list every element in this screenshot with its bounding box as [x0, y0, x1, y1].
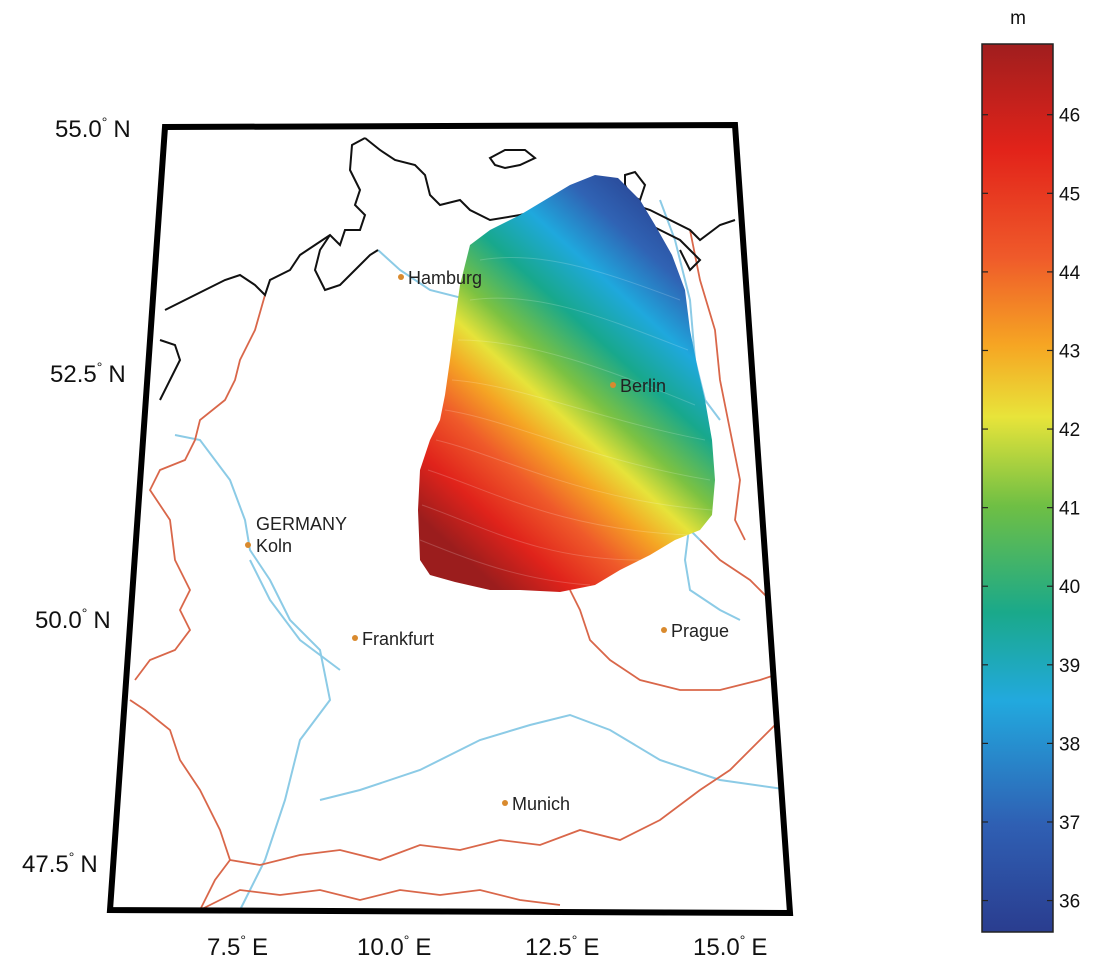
- city-hamburg-dot: [398, 274, 404, 280]
- coastline-north-sea: [164, 137, 367, 311]
- border-east-poland: [689, 229, 746, 541]
- island-fehmarn: [488, 149, 537, 170]
- city-prague-dot: [661, 627, 667, 633]
- colorbar-tick-label: 45: [1059, 184, 1080, 205]
- latitude-labels: 55.0° N 52.5° N 50.0° N 47.5° N: [22, 114, 131, 878]
- cities: Hamburg Berlin Koln Frankfurt Prague Mun…: [245, 268, 729, 814]
- coastline-baltic: [313, 234, 379, 292]
- city-hamburg-label: Hamburg: [408, 268, 482, 288]
- city-frankfurt[interactable]: Frankfurt: [352, 629, 434, 649]
- country-label-germany: GERMANY: [256, 514, 347, 534]
- river-vltava: [683, 519, 741, 621]
- borders: [129, 229, 790, 911]
- field-region: [418, 175, 715, 592]
- colorbar-tick-label: 39: [1059, 656, 1080, 677]
- border-east-czech: [569, 589, 790, 691]
- colorbar-border: [981, 43, 1054, 933]
- border-southwest: [129, 699, 232, 911]
- colorbar-fill: [982, 44, 1053, 932]
- field-overlay: [418, 175, 715, 592]
- colorbar-tick-label: 38: [1059, 734, 1080, 755]
- border-south: [229, 719, 781, 866]
- colorbar-tick-label: 43: [1059, 341, 1080, 362]
- city-munich[interactable]: Munich: [502, 794, 570, 814]
- lon-label-10: 10.0° E: [357, 932, 431, 961]
- lat-label-50: 50.0° N: [35, 605, 111, 634]
- border-alps: [199, 889, 561, 911]
- city-frankfurt-label: Frankfurt: [362, 629, 434, 649]
- lat-label-52-5: 52.5° N: [50, 359, 126, 388]
- border-northeast: [699, 539, 771, 601]
- lat-label-55: 55.0° N: [55, 114, 131, 143]
- colorbar-tick-label: 42: [1059, 420, 1080, 441]
- colorbar-tick-label: 37: [1059, 813, 1080, 834]
- city-koln-label: Koln: [256, 536, 292, 556]
- river-main: [249, 559, 341, 671]
- city-hamburg[interactable]: Hamburg: [398, 268, 482, 288]
- field-contours: [419, 256, 713, 586]
- city-prague-label: Prague: [671, 621, 729, 641]
- map-frame: [106, 121, 794, 917]
- colorbar-tick-label: 36: [1059, 892, 1080, 913]
- colorbar-tick-label: 41: [1059, 499, 1080, 520]
- colorbar-tick-label: 44: [1059, 263, 1081, 284]
- city-koln[interactable]: Koln: [245, 536, 292, 556]
- colorbar-tick-label: 46: [1059, 106, 1080, 127]
- city-koln-dot: [245, 542, 251, 548]
- colorbar-tick-label: 40: [1059, 577, 1080, 598]
- river-rhine: [174, 434, 332, 911]
- colorbar-unit: m: [1010, 8, 1026, 29]
- city-prague[interactable]: Prague: [661, 621, 729, 641]
- map-content: Hamburg Berlin Koln Frankfurt Prague Mun…: [129, 137, 790, 911]
- longitude-labels: 7.5° E 10.0° E 12.5° E 15.0° E: [207, 932, 767, 961]
- border-west: [134, 294, 266, 681]
- city-berlin-dot: [610, 382, 616, 388]
- river-danube: [319, 713, 790, 801]
- city-munich-label: Munich: [512, 794, 570, 814]
- lon-label-7-5: 7.5° E: [207, 932, 268, 961]
- colorbar: m 46 45 44 43 42 41 40 39 38 37 36: [981, 8, 1081, 933]
- lat-label-47-5: 47.5° N: [22, 849, 98, 878]
- lon-label-15: 15.0° E: [693, 932, 767, 961]
- colorbar-ticks: 46 45 44 43 42 41 40 39 38 37 36: [982, 106, 1081, 913]
- city-berlin-label: Berlin: [620, 376, 666, 396]
- city-munich-dot: [502, 800, 508, 806]
- coastline-frisian: [159, 339, 182, 401]
- river-oder: [659, 199, 721, 421]
- city-frankfurt-dot: [352, 635, 358, 641]
- city-berlin[interactable]: Berlin: [610, 376, 666, 396]
- lon-label-12-5: 12.5° E: [525, 932, 599, 961]
- coastline-pomerania: [649, 224, 702, 272]
